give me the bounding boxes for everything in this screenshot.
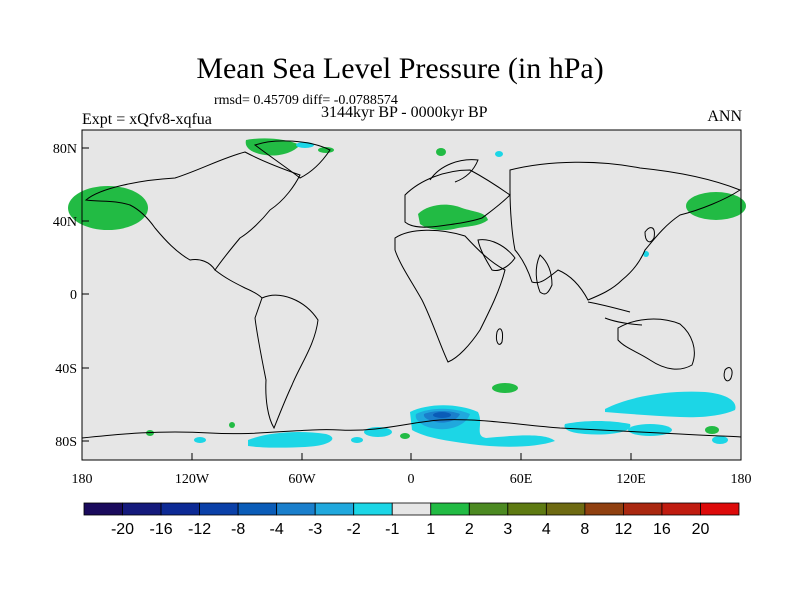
colorbar-swatch bbox=[391, 502, 432, 516]
colorbar-label: -1 bbox=[385, 521, 399, 538]
colorbar-label: -20 bbox=[111, 521, 134, 538]
colorbar-label: -16 bbox=[149, 521, 172, 538]
colorbar-swatch bbox=[160, 502, 200, 516]
anomaly-japan-cyan bbox=[643, 251, 649, 257]
colorbar-swatch bbox=[661, 502, 701, 516]
x-tick-label: 120W bbox=[175, 472, 210, 487]
coastlines bbox=[81, 140, 742, 439]
colorbar-swatch bbox=[468, 502, 509, 516]
anomaly-arctic-small bbox=[318, 147, 334, 153]
anomaly-antarctic-small-3 bbox=[712, 436, 728, 444]
anomaly-antarctic-green-3 bbox=[705, 426, 719, 434]
tick-marks bbox=[81, 147, 742, 460]
colorbar-label: -8 bbox=[231, 521, 245, 538]
colorbar-label: 8 bbox=[580, 521, 589, 538]
colorbar-swatch bbox=[314, 502, 355, 516]
colorbar-swatch bbox=[83, 502, 123, 516]
colorbar-swatch bbox=[430, 502, 470, 516]
coast-new-zealand bbox=[723, 367, 733, 382]
coast-south-america bbox=[254, 294, 319, 430]
x-tick-label: 120E bbox=[616, 472, 646, 487]
anomaly-north-pacific-west bbox=[686, 192, 746, 220]
anomaly-north-pacific-east bbox=[68, 186, 148, 230]
colorbar-swatch bbox=[584, 502, 624, 516]
colorbar-swatch bbox=[700, 502, 740, 516]
stats-text: rmsd= 0.45709 diff= -0.0788574 bbox=[214, 93, 398, 108]
colorbar-label: -12 bbox=[188, 521, 211, 538]
colorbar-swatch bbox=[545, 502, 586, 516]
y-tick-label: 80S bbox=[55, 435, 77, 450]
anomaly-ross-sea bbox=[248, 432, 333, 448]
x-tick-label: 60E bbox=[510, 472, 533, 487]
anomaly-antarctic-small-1 bbox=[351, 437, 363, 443]
x-tick-label: 0 bbox=[408, 472, 415, 487]
coast-madagascar bbox=[496, 328, 503, 345]
anomaly-antarctic-green-2 bbox=[400, 433, 410, 439]
colorbar: -20 -16 -12 -8 -4 -3 -2 -1 1 2 3 4 8 12 16 20 bbox=[83, 502, 740, 538]
experiment-label: Expt = xQfv8-xqfua bbox=[82, 111, 212, 128]
anomaly-southern-ocean-east bbox=[605, 391, 736, 418]
x-tick-label: 180 bbox=[731, 472, 752, 487]
anomaly-arctic-cyan-2 bbox=[495, 151, 503, 157]
coast-scandinavia bbox=[429, 159, 479, 183]
coast-japan bbox=[644, 227, 655, 243]
colorbar-swatch bbox=[199, 502, 239, 516]
colorbar-swatch bbox=[623, 502, 663, 516]
coast-india bbox=[535, 254, 553, 295]
colorbar-label: 2 bbox=[465, 521, 474, 538]
colorbar-swatch bbox=[276, 502, 316, 516]
colorbar-label: 12 bbox=[615, 521, 633, 538]
y-tick-label: 40N bbox=[53, 215, 77, 230]
anomaly-antarctic-small-2 bbox=[194, 437, 206, 443]
colorbar-swatch bbox=[122, 502, 162, 516]
x-tick-label: 180 bbox=[72, 472, 93, 487]
coast-indonesia bbox=[587, 301, 643, 326]
axis-labels: 180 120W 60W 0 60E 120E 180 80N 40N 0 40… bbox=[53, 142, 752, 487]
coast-north-america bbox=[84, 151, 301, 271]
coast-antarctica bbox=[81, 419, 742, 439]
coast-greenland bbox=[253, 140, 331, 179]
y-tick-label: 40S bbox=[55, 362, 77, 377]
coast-arabia bbox=[477, 239, 516, 271]
coast-asia bbox=[509, 161, 742, 301]
colorbar-swatch bbox=[507, 502, 547, 516]
colorbar-label: 4 bbox=[542, 521, 551, 538]
anomaly-iceland bbox=[436, 148, 446, 156]
coast-central-america bbox=[214, 269, 263, 299]
map-title: Mean Sea Level Pressure (in hPa) bbox=[196, 52, 604, 85]
anomaly-layer bbox=[68, 138, 746, 448]
season-label: ANN bbox=[707, 108, 742, 125]
period-label: 3144kyr BP - 0000kyr BP bbox=[321, 104, 488, 121]
colorbar-label: -3 bbox=[308, 521, 322, 538]
colorbar-label: 1 bbox=[426, 521, 435, 538]
colorbar-label: -2 bbox=[347, 521, 361, 538]
anomaly-antarctic-core bbox=[433, 412, 451, 418]
colorbar-label: 20 bbox=[692, 521, 710, 538]
anomaly-amundsen bbox=[628, 424, 672, 436]
anomaly-greenland bbox=[245, 138, 300, 156]
colorbar-label: -4 bbox=[270, 521, 284, 538]
y-tick-label: 80N bbox=[53, 142, 77, 157]
anomaly-antarctic-green-1 bbox=[229, 422, 235, 428]
coast-australia bbox=[617, 318, 695, 370]
anomaly-south-atlantic bbox=[492, 383, 518, 393]
x-tick-label: 60W bbox=[288, 472, 316, 487]
colorbar-label: 3 bbox=[503, 521, 512, 538]
colorbar-swatch bbox=[237, 502, 278, 516]
coast-europe bbox=[404, 169, 511, 228]
colorbar-label: 16 bbox=[653, 521, 671, 538]
anomaly-europe bbox=[418, 204, 488, 231]
y-tick-label: 0 bbox=[70, 288, 77, 303]
coast-africa bbox=[394, 229, 506, 363]
colorbar-swatch bbox=[353, 502, 393, 516]
anomaly-antarctic-green-4 bbox=[146, 430, 154, 436]
